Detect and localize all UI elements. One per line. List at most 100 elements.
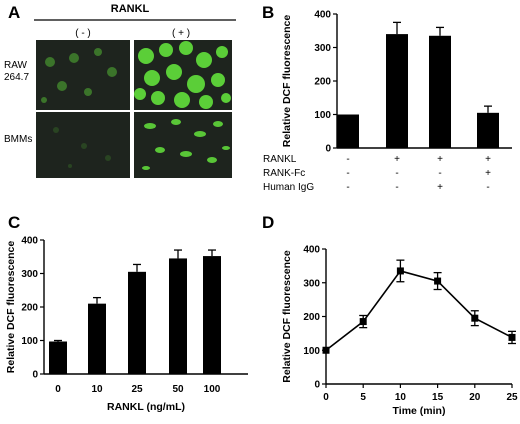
cell-bmm xyxy=(142,166,150,170)
x-tick-label: 0 xyxy=(323,392,329,403)
cell-dim xyxy=(84,88,92,96)
y-tick-label: 300 xyxy=(303,278,320,289)
data-point xyxy=(359,318,367,326)
cell-dim xyxy=(107,67,117,77)
data-point xyxy=(471,314,479,322)
cell-bright xyxy=(134,88,146,100)
x-tick-label: 20 xyxy=(469,392,481,403)
cell-dim xyxy=(41,97,47,103)
bar xyxy=(203,256,221,374)
y-tick-label: 400 xyxy=(314,10,331,21)
condition-mark: - xyxy=(395,182,398,193)
y-axis-label: Relative DCF fluorescence xyxy=(281,250,293,383)
x-tick-label: 50 xyxy=(172,384,184,395)
condition-mark: - xyxy=(346,182,349,193)
condition-label: RANKL xyxy=(263,154,297,165)
x-axis-label: Time (min) xyxy=(393,405,446,417)
cell-bmm xyxy=(180,151,192,157)
cell-bmm xyxy=(144,123,156,129)
y-tick-label: 0 xyxy=(325,144,331,155)
condition-label: Human IgG xyxy=(263,182,314,193)
data-point xyxy=(508,333,516,341)
x-tick-label: 15 xyxy=(432,392,444,403)
cell-bright xyxy=(138,48,154,64)
cell-dim xyxy=(69,53,79,63)
bar xyxy=(169,258,187,374)
panel-a-micrographs: RANKL ( - ) ( + ) RAW 264.7 BMMs xyxy=(4,3,236,178)
bar xyxy=(49,341,67,374)
micrograph-frame xyxy=(36,112,130,178)
panel-a-col-minus: ( - ) xyxy=(75,28,91,39)
y-tick-label: 100 xyxy=(303,346,320,357)
cell-dim xyxy=(94,48,102,56)
y-axis-label: Relative DCF fluorescence xyxy=(281,15,293,148)
panel-letter-d: D xyxy=(262,213,274,232)
condition-mark: - xyxy=(395,168,398,179)
data-point xyxy=(434,277,442,285)
bar xyxy=(88,303,106,374)
condition-mark: - xyxy=(438,168,441,179)
condition-mark: - xyxy=(346,154,349,165)
y-tick-label: 200 xyxy=(314,77,331,88)
bar xyxy=(128,271,146,374)
cell-bright xyxy=(151,91,165,105)
condition-label: RANK-Fc xyxy=(263,168,305,179)
cell-bright xyxy=(187,75,205,93)
cell-bright xyxy=(199,95,213,109)
panel-letter-c: C xyxy=(8,213,20,232)
cell-dim xyxy=(57,81,67,91)
y-tick-label: 300 xyxy=(314,43,331,54)
cell-bright xyxy=(174,92,190,108)
bar xyxy=(429,35,451,148)
cell-bmm xyxy=(207,157,217,163)
cell-dim xyxy=(45,57,55,67)
cell-bmm xyxy=(213,121,223,127)
y-tick-label: 100 xyxy=(21,336,38,347)
panel-letter-b: B xyxy=(262,3,274,22)
cell-bmm xyxy=(222,146,230,150)
micrograph-frame xyxy=(36,40,130,110)
chart-b: 0 100 200 300 400 Relative DCF fluorescence RA… xyxy=(263,10,512,193)
cell-bright xyxy=(166,64,182,80)
condition-mark: - xyxy=(486,182,489,193)
condition-mark: + xyxy=(437,182,443,193)
cell-bmm xyxy=(171,119,181,125)
x-tick-label: 25 xyxy=(131,384,143,395)
panel-a-header: RANKL xyxy=(111,3,150,15)
panel-a-row-raw: RAW 264.7 xyxy=(4,60,30,83)
cell-bright xyxy=(159,43,173,57)
y-tick-label: 0 xyxy=(314,380,320,391)
data-point xyxy=(396,267,404,275)
cell-faint xyxy=(68,164,72,168)
y-tick-label: 300 xyxy=(21,269,38,280)
x-axis-label: RANKL (ng/mL) xyxy=(107,401,185,413)
series-line xyxy=(325,270,513,351)
cell-faint xyxy=(105,155,111,161)
cell-faint xyxy=(81,143,87,149)
x-tick-label: 5 xyxy=(360,392,366,403)
x-tick-label: 0 xyxy=(55,384,61,395)
bar xyxy=(337,114,359,148)
condition-mark: + xyxy=(394,154,400,165)
cell-bright xyxy=(211,73,225,87)
cell-bmm xyxy=(194,131,206,137)
condition-mark: - xyxy=(346,168,349,179)
cell-bmm xyxy=(155,147,165,153)
cell-bright xyxy=(179,41,193,55)
chart-d: 0 100 200 300 400 Relative DCF fluorescence 0 5… xyxy=(281,245,518,418)
bar xyxy=(386,34,408,148)
y-tick-label: 400 xyxy=(303,245,320,256)
cell-bright xyxy=(221,93,231,103)
data-point xyxy=(322,346,330,354)
x-tick-label: 25 xyxy=(506,392,518,403)
y-tick-label: 200 xyxy=(21,303,38,314)
y-tick-label: 0 xyxy=(32,370,38,381)
x-tick-label: 10 xyxy=(395,392,407,403)
cell-bright xyxy=(144,70,160,86)
panel-a-row-bmms: BMMs xyxy=(4,134,32,145)
x-tick-label: 100 xyxy=(204,384,221,395)
cell-bright xyxy=(216,46,228,58)
condition-mark: + xyxy=(485,168,491,179)
condition-mark: + xyxy=(437,154,443,165)
